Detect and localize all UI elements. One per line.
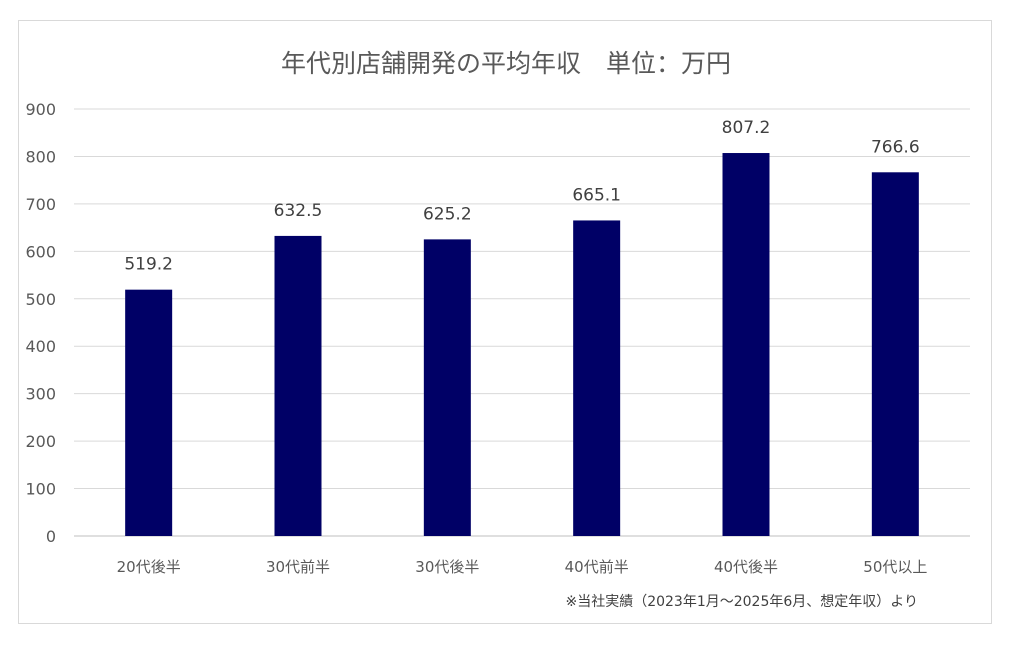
chart-frame — [18, 20, 992, 624]
bar — [871, 172, 919, 536]
y-tick-label: 100 — [25, 480, 56, 499]
data-label: 665.1 — [572, 185, 621, 205]
bar — [573, 220, 621, 536]
y-tick-label: 400 — [25, 337, 56, 356]
y-tick-label: 300 — [25, 385, 56, 404]
data-labels: 519.2 632.5 625.2 665.1 807.2 766.6 — [124, 118, 919, 275]
x-category-label: 20代後半 — [117, 558, 181, 576]
chart-title: 年代別店舗開発の平均年収 単位：万円 — [281, 49, 731, 78]
data-label: 632.5 — [274, 201, 323, 221]
y-tick-label: 200 — [25, 432, 56, 451]
data-label: 807.2 — [722, 118, 771, 138]
bars — [125, 153, 919, 537]
x-category-label: 40代後半 — [714, 558, 778, 576]
gridlines — [74, 108, 970, 537]
bar — [274, 235, 322, 537]
x-category-label: 50代以上 — [863, 558, 927, 576]
y-tick-label: 700 — [25, 195, 56, 214]
footnote: ※当社実績（2023年1月〜2025年6月、想定年収）より — [565, 594, 918, 610]
y-axis-ticks: 0 100 200 300 400 500 600 700 800 900 — [25, 100, 56, 546]
y-tick-label: 500 — [25, 290, 56, 309]
data-label: 766.6 — [871, 137, 920, 157]
x-category-label: 30代前半 — [266, 558, 330, 576]
y-tick-label: 0 — [46, 527, 56, 546]
y-tick-label: 900 — [25, 100, 56, 119]
x-category-label: 30代後半 — [415, 558, 479, 576]
bar — [722, 153, 770, 536]
x-axis-categories: 20代後半 30代前半 30代後半 40代前半 40代後半 50代以上 — [117, 558, 928, 576]
data-label: 625.2 — [423, 204, 472, 224]
y-tick-label: 800 — [25, 147, 56, 166]
y-tick-label: 600 — [25, 242, 56, 261]
bar — [125, 289, 173, 536]
x-category-label: 40代前半 — [565, 558, 629, 576]
data-label: 519.2 — [124, 255, 173, 275]
bar — [423, 239, 471, 537]
